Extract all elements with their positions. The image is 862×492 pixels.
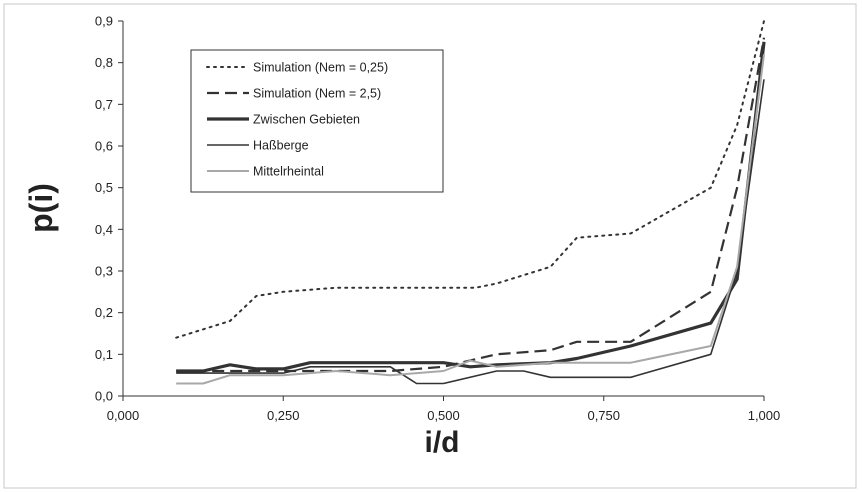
series-line-3 xyxy=(176,41,766,373)
legend-box xyxy=(190,49,444,193)
x-tick-label: 0,000 xyxy=(107,408,140,423)
y-tick-label: 0,6 xyxy=(95,139,113,154)
legend-label-5: Mittelrheintal xyxy=(253,165,324,179)
legend: Simulation (Nem = 0,25) Simulation (Nem =… xyxy=(190,49,444,193)
x-axis-title: i/d xyxy=(425,426,460,459)
series-line-1 xyxy=(175,20,765,339)
legend-label-4: Haßberge xyxy=(253,139,309,153)
series-line-5 xyxy=(176,54,765,385)
y-tick-label: 0,4 xyxy=(95,222,113,237)
x-tick-label: 0,250 xyxy=(267,408,300,423)
series-line-4 xyxy=(176,79,765,385)
legend-label-2: Simulation (Nem = 2,5) xyxy=(253,87,381,101)
legend-label-1: Simulation (Nem = 0,25) xyxy=(253,61,388,75)
x-tick-label: 0,750 xyxy=(587,408,620,423)
y-tick-label: 0,2 xyxy=(95,305,113,320)
series-layer xyxy=(175,20,766,385)
y-tick-label: 0,7 xyxy=(95,97,113,112)
x-tick-label: 0,500 xyxy=(427,408,460,423)
y-axis-title: p(i) xyxy=(23,183,59,233)
y-tick-label: 0,9 xyxy=(95,14,113,29)
y-tick-label: 0,1 xyxy=(95,347,113,362)
axes: 0,0 0,1 0,2 0,3 0,4 0,5 0,6 0,7 0,8 0,9 0,000 0,250… xyxy=(95,14,780,424)
y-tick-label: 0,3 xyxy=(95,264,113,279)
y-tick-label: 0,0 xyxy=(95,389,113,404)
x-tick-label: 1,000 xyxy=(748,408,781,423)
legend-label-3: Zwischen Gebieten xyxy=(253,113,360,127)
y-tick-label: 0,5 xyxy=(95,180,113,195)
y-tick-label: 0,8 xyxy=(95,55,113,70)
